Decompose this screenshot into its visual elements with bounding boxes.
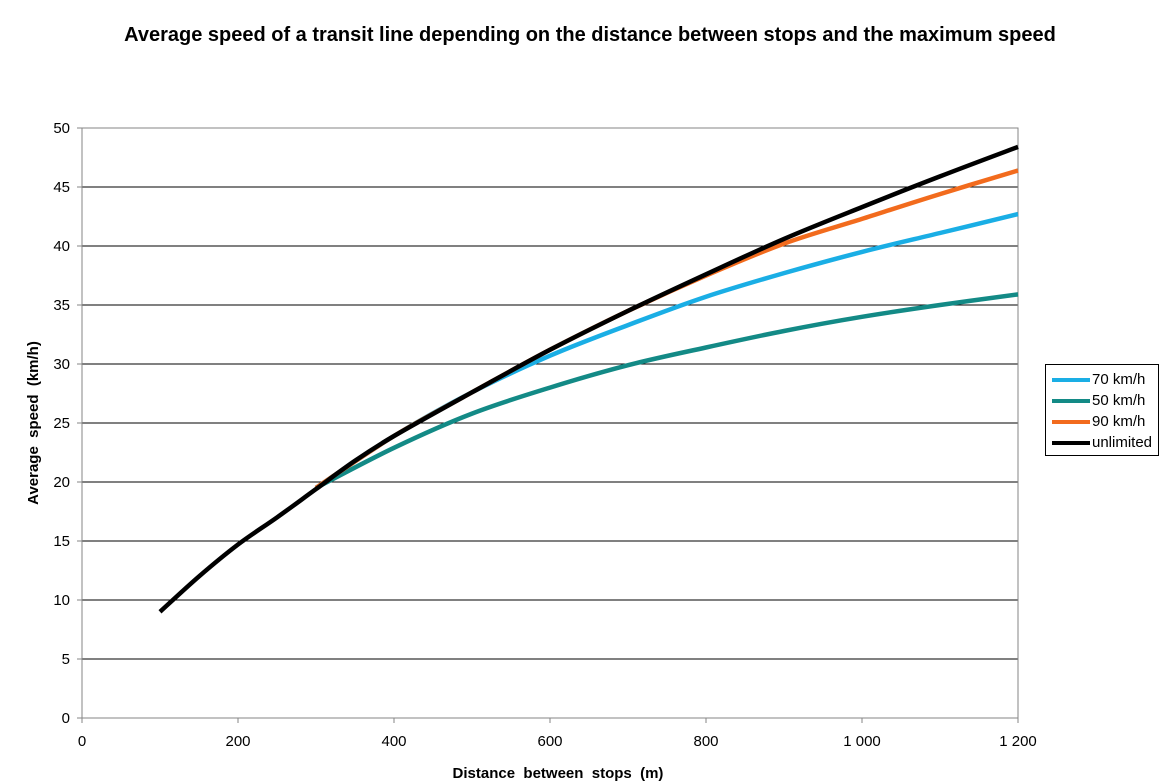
x-tick-label: 800 [693,733,718,750]
x-tick-label: 600 [537,733,562,750]
legend-item: 50 km/h [1052,390,1158,411]
series-line-90-km-h [314,168,1019,490]
y-tick-label: 30 [53,356,70,373]
y-tick-label: 15 [53,533,70,550]
x-tick-label: 0 [78,733,86,750]
series-line-50-km-h [314,292,1019,490]
x-tick-label: 1 000 [843,733,881,750]
y-tick-label: 50 [53,120,70,137]
y-tick-label: 10 [53,592,70,609]
y-tick-label: 0 [62,710,70,727]
legend-item: unlimited [1052,432,1158,453]
y-tick-label: 40 [53,238,70,255]
legend-label: 90 km/h [1092,413,1146,430]
legend: 70 km/h 50 km/h 90 km/h unlimited [1045,364,1159,456]
legend-swatch [1052,398,1090,403]
x-tick-label: 1 200 [999,733,1037,750]
x-tick-label: 200 [225,733,250,750]
legend-label: unlimited [1092,434,1153,451]
series-line-70-km-h [314,211,1019,490]
legend-swatch [1052,377,1090,382]
legend-item: 70 km/h [1052,369,1158,390]
y-tick-label: 5 [62,651,70,668]
y-tick-label: 25 [53,415,70,432]
legend-swatch [1052,440,1090,445]
legend-label: 50 km/h [1092,392,1146,409]
y-tick-label: 35 [53,297,70,314]
x-tick-label: 400 [381,733,406,750]
chart-title: Average speed of a transit line dependin… [124,24,1056,46]
legend-swatch [1052,419,1090,424]
y-tick-label: 45 [53,179,70,196]
y-tick-label: 20 [53,474,70,491]
legend-label: 70 km/h [1092,371,1146,388]
series-line-unlimited [158,144,1019,614]
x-axis-title: Distance between stops (m) [453,765,664,782]
legend-item: 90 km/h [1052,411,1158,432]
y-axis-title: Average speed (km/h) [25,341,42,505]
